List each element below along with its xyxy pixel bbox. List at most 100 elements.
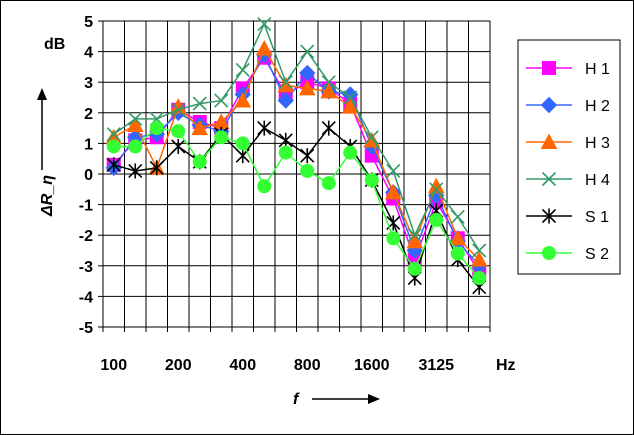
data-point-circle bbox=[128, 139, 143, 154]
data-point-circle bbox=[429, 212, 444, 227]
legend-label: H 3 bbox=[585, 135, 610, 152]
series-layer bbox=[105, 16, 488, 295]
data-point-circle bbox=[214, 130, 229, 145]
data-point-star bbox=[149, 160, 164, 176]
marker-stroke bbox=[472, 243, 487, 258]
data-point-circle bbox=[343, 145, 358, 160]
data-point-x bbox=[192, 96, 207, 111]
legend-item-s2: S 2 bbox=[526, 246, 609, 263]
x-axis-label: f bbox=[293, 391, 300, 408]
data-point-star bbox=[321, 120, 336, 136]
gridlines bbox=[102, 21, 491, 332]
data-point-star bbox=[278, 132, 293, 148]
data-point-triangle bbox=[126, 116, 144, 133]
data-point-circle bbox=[149, 121, 164, 136]
data-point-triangle bbox=[234, 92, 252, 108]
x-tick-label: 800 bbox=[294, 357, 321, 374]
y-tick-label: 2 bbox=[84, 106, 93, 123]
marker-stroke bbox=[407, 228, 422, 243]
data-point-circle bbox=[278, 145, 293, 160]
data-point-triangle bbox=[470, 251, 488, 267]
data-point-circle bbox=[171, 124, 186, 139]
x-tick-label: 400 bbox=[229, 357, 256, 374]
data-point-star bbox=[128, 163, 143, 179]
data-point-x bbox=[450, 209, 465, 224]
data-point-circle bbox=[257, 179, 272, 194]
data-point-x bbox=[386, 163, 401, 179]
data-point-star bbox=[257, 120, 272, 136]
data-point-x bbox=[429, 182, 444, 197]
data-point-x bbox=[106, 127, 121, 142]
marker-stroke bbox=[343, 90, 358, 105]
data-point-circle bbox=[321, 176, 336, 191]
data-point-square bbox=[542, 61, 556, 75]
data-point-star bbox=[300, 148, 315, 164]
data-point-x bbox=[321, 75, 336, 90]
y-tick-label: -5 bbox=[79, 320, 93, 337]
data-point-circle bbox=[235, 136, 250, 151]
marker-stroke bbox=[541, 171, 557, 187]
y-tick-label: -1 bbox=[79, 198, 93, 215]
data-point-circle bbox=[450, 246, 465, 261]
y-tick-label: -2 bbox=[79, 228, 93, 245]
x-tick-label: 1600 bbox=[354, 357, 390, 374]
x-tick-label: 100 bbox=[100, 357, 127, 374]
data-point-diamond bbox=[540, 96, 558, 114]
legend-label: H 2 bbox=[585, 98, 610, 115]
x-axis-ticks: 100 200 400 800 1600 3125 bbox=[100, 357, 454, 374]
y-tick-label: 3 bbox=[84, 75, 93, 92]
legend-label: S 1 bbox=[585, 209, 609, 226]
data-point-x bbox=[300, 44, 315, 59]
data-point-x bbox=[364, 130, 379, 145]
data-point-circle bbox=[542, 246, 556, 260]
y-axis-ticks: 5 4 3 2 1 0 -1 -2 -3 -4 -5 bbox=[79, 14, 103, 337]
marker-stroke bbox=[106, 127, 121, 142]
data-point-x bbox=[472, 243, 487, 258]
data-point-circle bbox=[472, 271, 487, 286]
y-unit-label: dB bbox=[44, 36, 65, 53]
x-unit-label: Hz bbox=[496, 357, 516, 374]
x-axis-title: f bbox=[293, 391, 380, 408]
data-point-triangle bbox=[341, 98, 359, 114]
legend: H 1 H 2 H 3 H 4 S 1 S 2 bbox=[517, 39, 621, 275]
legend-box bbox=[517, 39, 621, 275]
data-point-triangle bbox=[449, 229, 467, 246]
data-point-star bbox=[541, 208, 557, 224]
legend-label: H 1 bbox=[585, 61, 610, 78]
marker-stroke bbox=[364, 130, 379, 145]
y-tick-label: 1 bbox=[84, 136, 93, 153]
data-point-star bbox=[106, 157, 121, 173]
y-tick-label: -3 bbox=[79, 259, 93, 276]
x-tick-label: 3125 bbox=[418, 357, 454, 374]
marker-stroke bbox=[171, 102, 186, 117]
data-point-circle bbox=[386, 231, 401, 246]
x-axis-arrow-head bbox=[368, 394, 380, 404]
data-point-star bbox=[171, 138, 186, 154]
marker-stroke bbox=[257, 16, 272, 32]
x-tick-label: 200 bbox=[165, 357, 192, 374]
data-point-triangle bbox=[298, 79, 316, 96]
data-point-triangle bbox=[406, 232, 424, 249]
marker-stroke bbox=[192, 96, 207, 111]
data-point-x bbox=[343, 90, 358, 105]
series-s2 bbox=[106, 121, 487, 286]
data-point-circle bbox=[300, 163, 315, 178]
series-line bbox=[113, 22, 480, 251]
y-tick-label: 4 bbox=[84, 45, 93, 62]
y-axis-title: ΔR_η bbox=[37, 88, 56, 217]
data-point-triangle bbox=[255, 39, 273, 56]
data-point-x bbox=[541, 171, 557, 187]
marker-stroke bbox=[450, 209, 465, 224]
data-point-x bbox=[235, 62, 250, 78]
marker-stroke bbox=[278, 75, 293, 90]
legend-item-h2: H 2 bbox=[526, 96, 610, 115]
marker-stroke bbox=[300, 44, 315, 59]
legend-item-h3: H 3 bbox=[526, 133, 610, 152]
legend-item-s1: S 1 bbox=[526, 208, 609, 226]
data-point-circle bbox=[407, 261, 422, 276]
data-point-circle bbox=[106, 139, 121, 154]
data-point-triangle bbox=[384, 183, 402, 200]
marker-stroke bbox=[386, 163, 401, 179]
data-point-triangle bbox=[277, 76, 295, 93]
